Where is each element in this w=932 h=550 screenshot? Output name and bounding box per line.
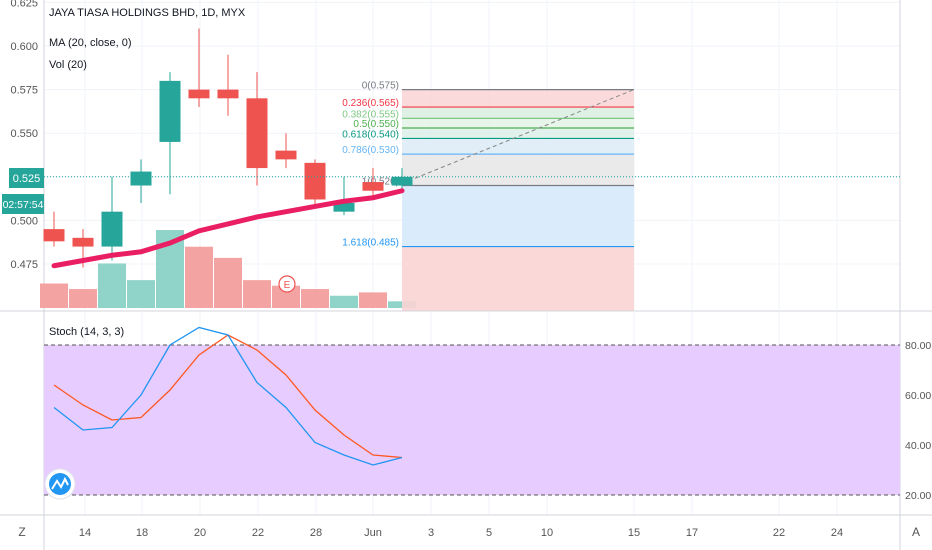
fib-zone bbox=[402, 107, 634, 119]
symbol-title[interactable]: JAYA TIASA HOLDINGS BHD, 1D, MYX bbox=[49, 7, 246, 19]
volume-bar bbox=[98, 263, 126, 308]
price-tick-label: 0.500 bbox=[10, 215, 38, 227]
symbol-legend: JAYA TIASA HOLDINGS BHD, 1D, MYX MA (20,… bbox=[49, 7, 246, 71]
ma-legend[interactable]: MA (20, close, 0) bbox=[49, 37, 132, 49]
candles bbox=[43, 28, 413, 268]
price-axis[interactable]: 0.475 0.500 0.525 0.550 0.575 0.600 0.625 bbox=[10, 0, 38, 271]
fib-level-label: 0(0.575) bbox=[362, 81, 399, 92]
price-tick-label: 0.475 bbox=[10, 259, 38, 271]
volume-bar bbox=[185, 246, 213, 308]
volume-bar bbox=[69, 289, 97, 308]
candle-body bbox=[72, 237, 94, 247]
time-tick-label: 22 bbox=[773, 527, 785, 539]
stoch-tick-label: 80.00 bbox=[905, 340, 931, 352]
zoom-button[interactable]: Z bbox=[18, 525, 25, 539]
candle-body bbox=[188, 89, 210, 99]
stoch-tick-label: 20.00 bbox=[905, 490, 931, 502]
time-tick-label: 18 bbox=[136, 527, 148, 539]
candle-body bbox=[333, 202, 355, 212]
ma-line bbox=[51, 188, 405, 269]
vol-legend[interactable]: Vol (20) bbox=[49, 59, 87, 71]
candle-body bbox=[275, 150, 297, 160]
last-price-value: 0.525 bbox=[13, 173, 41, 185]
tradingview-logo-icon[interactable] bbox=[44, 468, 76, 500]
candle-body bbox=[130, 171, 152, 186]
volume-bar bbox=[301, 289, 329, 308]
fib-zone bbox=[402, 246, 634, 311]
fib-level-label: 0.618(0.540) bbox=[342, 129, 399, 140]
fib-zone bbox=[402, 89, 634, 108]
time-tick-label: 22 bbox=[252, 527, 264, 539]
time-tick-label: Jun bbox=[364, 527, 382, 539]
time-axis[interactable]: Z A 14 18 20 22 28 Jun 3 5 10 15 17 22 24 bbox=[0, 514, 932, 550]
time-tick-label: 15 bbox=[628, 527, 640, 539]
volume-bar bbox=[359, 292, 387, 308]
candle-body bbox=[217, 89, 239, 99]
candle-body bbox=[101, 211, 123, 247]
time-tick-label: 5 bbox=[486, 527, 492, 539]
bar-countdown: 02:57:54 bbox=[3, 199, 44, 211]
fib-zone bbox=[402, 154, 634, 186]
fib-level-label: 1.618(0.485) bbox=[342, 238, 399, 249]
fib-zone bbox=[402, 118, 634, 128]
candle-body bbox=[43, 229, 65, 242]
earnings-marker-label: E bbox=[284, 280, 291, 291]
fib-zone bbox=[402, 127, 634, 139]
price-pane[interactable]: 0(0.575) 0.236(0.565)0.382(0.555)0.5(0.55… bbox=[2, 0, 901, 515]
volume-bar bbox=[214, 257, 242, 308]
fib-level-label: 0.786(0.530) bbox=[342, 145, 399, 156]
volume-bar bbox=[330, 295, 358, 308]
fib-level-label: 0.236(0.565) bbox=[342, 98, 399, 109]
candle-body bbox=[391, 176, 413, 186]
fib-level-label: 1(0.520) bbox=[362, 177, 399, 188]
stoch-tick-label: 40.00 bbox=[905, 440, 931, 452]
fib-zone bbox=[402, 185, 634, 247]
volume-bar bbox=[272, 285, 300, 308]
fib-zone bbox=[402, 138, 634, 155]
time-tick-label: 17 bbox=[686, 527, 698, 539]
stoch-pane[interactable]: 20.00 40.00 60.00 80.00 Stoch (14, 3, 3) bbox=[44, 311, 931, 515]
volume-bar bbox=[127, 280, 155, 308]
price-tick-label: 0.575 bbox=[10, 85, 38, 97]
time-tick-label: 28 bbox=[310, 527, 322, 539]
candle-body bbox=[362, 182, 384, 191]
candle-body bbox=[159, 80, 181, 142]
time-tick-label: 20 bbox=[194, 527, 206, 539]
stoch-tick-label: 60.00 bbox=[905, 390, 931, 402]
earnings-marker[interactable]: E bbox=[278, 275, 296, 293]
price-tick-label: 0.550 bbox=[10, 128, 38, 140]
stoch-band bbox=[44, 345, 900, 495]
time-tick-label: 10 bbox=[541, 527, 553, 539]
volume-bars bbox=[40, 230, 416, 308]
fibonacci-retracement[interactable]: 0(0.575) 0.236(0.565)0.382(0.555)0.5(0.55… bbox=[342, 81, 635, 311]
time-tick-label: 14 bbox=[79, 527, 91, 539]
time-tick-label: 24 bbox=[831, 527, 843, 539]
stoch-legend[interactable]: Stoch (14, 3, 3) bbox=[49, 326, 124, 338]
volume-bar bbox=[40, 283, 68, 308]
candle-body bbox=[246, 98, 268, 169]
stoch-k-line bbox=[53, 326, 403, 466]
price-tag: 0.525 02:57:54 bbox=[2, 168, 44, 214]
auto-scale-button[interactable]: A bbox=[912, 525, 920, 539]
fib-level-label: 0.382(0.555) bbox=[342, 109, 399, 120]
stoch-axis[interactable]: 20.00 40.00 60.00 80.00 bbox=[905, 340, 931, 502]
price-tick-label: 0.600 bbox=[10, 41, 38, 53]
candle-body bbox=[304, 162, 326, 200]
time-tick-label: 3 bbox=[428, 527, 434, 539]
time-ticks: 14 18 20 22 28 Jun 3 5 10 15 17 22 24 bbox=[79, 527, 843, 539]
price-tick-label: 0.625 bbox=[10, 0, 38, 9]
volume-bar bbox=[243, 280, 271, 308]
fib-level-label: 0.5(0.550) bbox=[353, 119, 399, 130]
